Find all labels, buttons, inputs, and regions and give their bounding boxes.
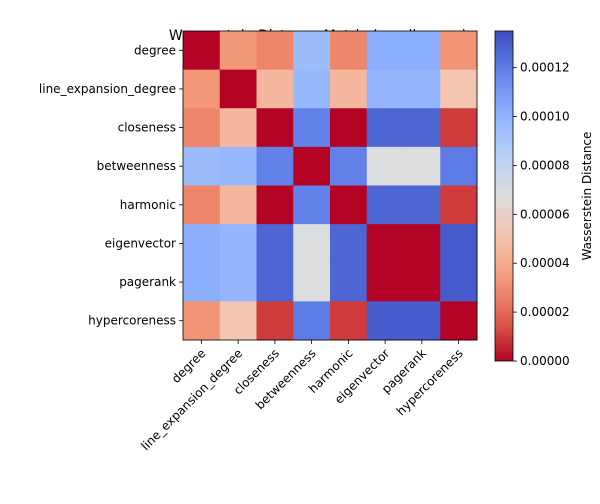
heatmap-cell: [256, 301, 294, 341]
heatmap-cell: [440, 146, 478, 186]
colorbar-frame: [494, 30, 514, 362]
heatmap-cell: [440, 31, 478, 71]
heatmap-cell: [219, 69, 257, 109]
heatmap-cell: [183, 185, 221, 225]
heatmap-cell: [183, 262, 221, 302]
heatmap-cell: [219, 301, 257, 341]
heatmap-cell: [440, 262, 478, 302]
heatmap-cell: [366, 262, 404, 302]
y-tick-label: betweenness: [97, 159, 176, 173]
y-tick-label: line_expansion_degree: [39, 82, 176, 96]
heatmap-cell: [366, 185, 404, 225]
heatmap-cell: [256, 108, 294, 148]
colorbar-tick-label: 0.00004: [520, 256, 570, 270]
heatmap-cell: [440, 224, 478, 264]
y-tick-label: eigenvector: [105, 236, 176, 250]
heatmap-cell: [330, 108, 368, 148]
colorbar: [495, 31, 513, 361]
heatmap-cell: [403, 31, 441, 71]
heatmap-cell: [293, 262, 331, 302]
y-tick-label: closeness: [118, 121, 176, 135]
heatmap-cell: [219, 146, 257, 186]
colorbar-ticks: 0.00000 0.00002 0.00004 0.00006 0.00008 0.000…: [513, 61, 570, 368]
heatmap-cell: [366, 224, 404, 264]
heatmap-cell: [403, 301, 441, 341]
heatmap-cell: [403, 146, 441, 186]
heatmap-cell: [256, 262, 294, 302]
heatmap-cell: [183, 224, 221, 264]
heatmap-cell: [293, 31, 331, 71]
heatmap-cell: [256, 69, 294, 109]
x-axis-ticks: degreeline_expansion_degreeclosenessbetw…: [138, 340, 466, 453]
heatmap-cell: [440, 108, 478, 148]
heatmap-cell: [403, 262, 441, 302]
heatmap-cell: [366, 31, 404, 71]
x-tick-label: hypercoreness: [394, 346, 466, 418]
heatmap-cell: [403, 108, 441, 148]
colorbar-tick-label: 0.00002: [520, 305, 570, 319]
heatmap-cell: [330, 185, 368, 225]
heatmap-cell: [293, 69, 331, 109]
colorbar-tick-label: 0.00012: [520, 61, 570, 75]
heatmap-cell: [440, 69, 478, 109]
heatmap-cell: [403, 185, 441, 225]
heatmap-cell: [256, 31, 294, 71]
colorbar-tick-label: 0.00008: [520, 158, 570, 172]
heatmap-cell: [293, 146, 331, 186]
heatmap-cell: [366, 301, 404, 341]
y-axis-ticks: degree line_expansion_degree closeness betw…: [39, 43, 183, 328]
y-tick-label: pagerank: [119, 275, 176, 289]
heatmap-cell: [330, 301, 368, 341]
heatmap-cell: [366, 146, 404, 186]
heatmap-cell: [330, 146, 368, 186]
heatmap-cell: [293, 185, 331, 225]
heatmap-cell: [256, 185, 294, 225]
colorbar-label: Wasserstein Distance: [580, 132, 594, 261]
heatmap-cell: [256, 146, 294, 186]
heatmap-cell: [366, 69, 404, 109]
heatmap-cell: [330, 262, 368, 302]
heatmap-cell: [183, 301, 221, 341]
heatmap-cell: [330, 69, 368, 109]
heatmap-cell: [256, 224, 294, 264]
heatmap-cell: [366, 108, 404, 148]
heatmap-cell: [330, 31, 368, 71]
heatmap-cells: [183, 31, 478, 341]
heatmap-cell: [293, 224, 331, 264]
colorbar-tick-label: 0.00006: [520, 207, 570, 221]
heatmap-cell: [219, 262, 257, 302]
heatmap-cell: [330, 224, 368, 264]
heatmap-cell: [403, 69, 441, 109]
heatmap-cell: [219, 31, 257, 71]
heatmap-cell: [183, 108, 221, 148]
heatmap-cell: [293, 301, 331, 341]
heatmap-cell: [440, 185, 478, 225]
heatmap-cell: [183, 69, 221, 109]
heatmap-cell: [183, 146, 221, 186]
heatmap-cell: [219, 224, 257, 264]
heatmap-cell: [219, 185, 257, 225]
plot-frame: [182, 30, 478, 341]
heatmap-cell: [293, 108, 331, 148]
heatmap-cell: [219, 108, 257, 148]
heatmap-cell: [403, 224, 441, 264]
colorbar-tick-label: 0.00010: [520, 110, 570, 124]
y-tick-label: degree: [134, 43, 176, 57]
y-tick-label: hypercoreness: [88, 314, 176, 328]
heatmap-cell: [440, 301, 478, 341]
heatmap-cell: [183, 31, 221, 71]
colorbar-tick-label: 0.00000: [520, 354, 570, 368]
y-tick-label: harmonic: [120, 198, 176, 212]
